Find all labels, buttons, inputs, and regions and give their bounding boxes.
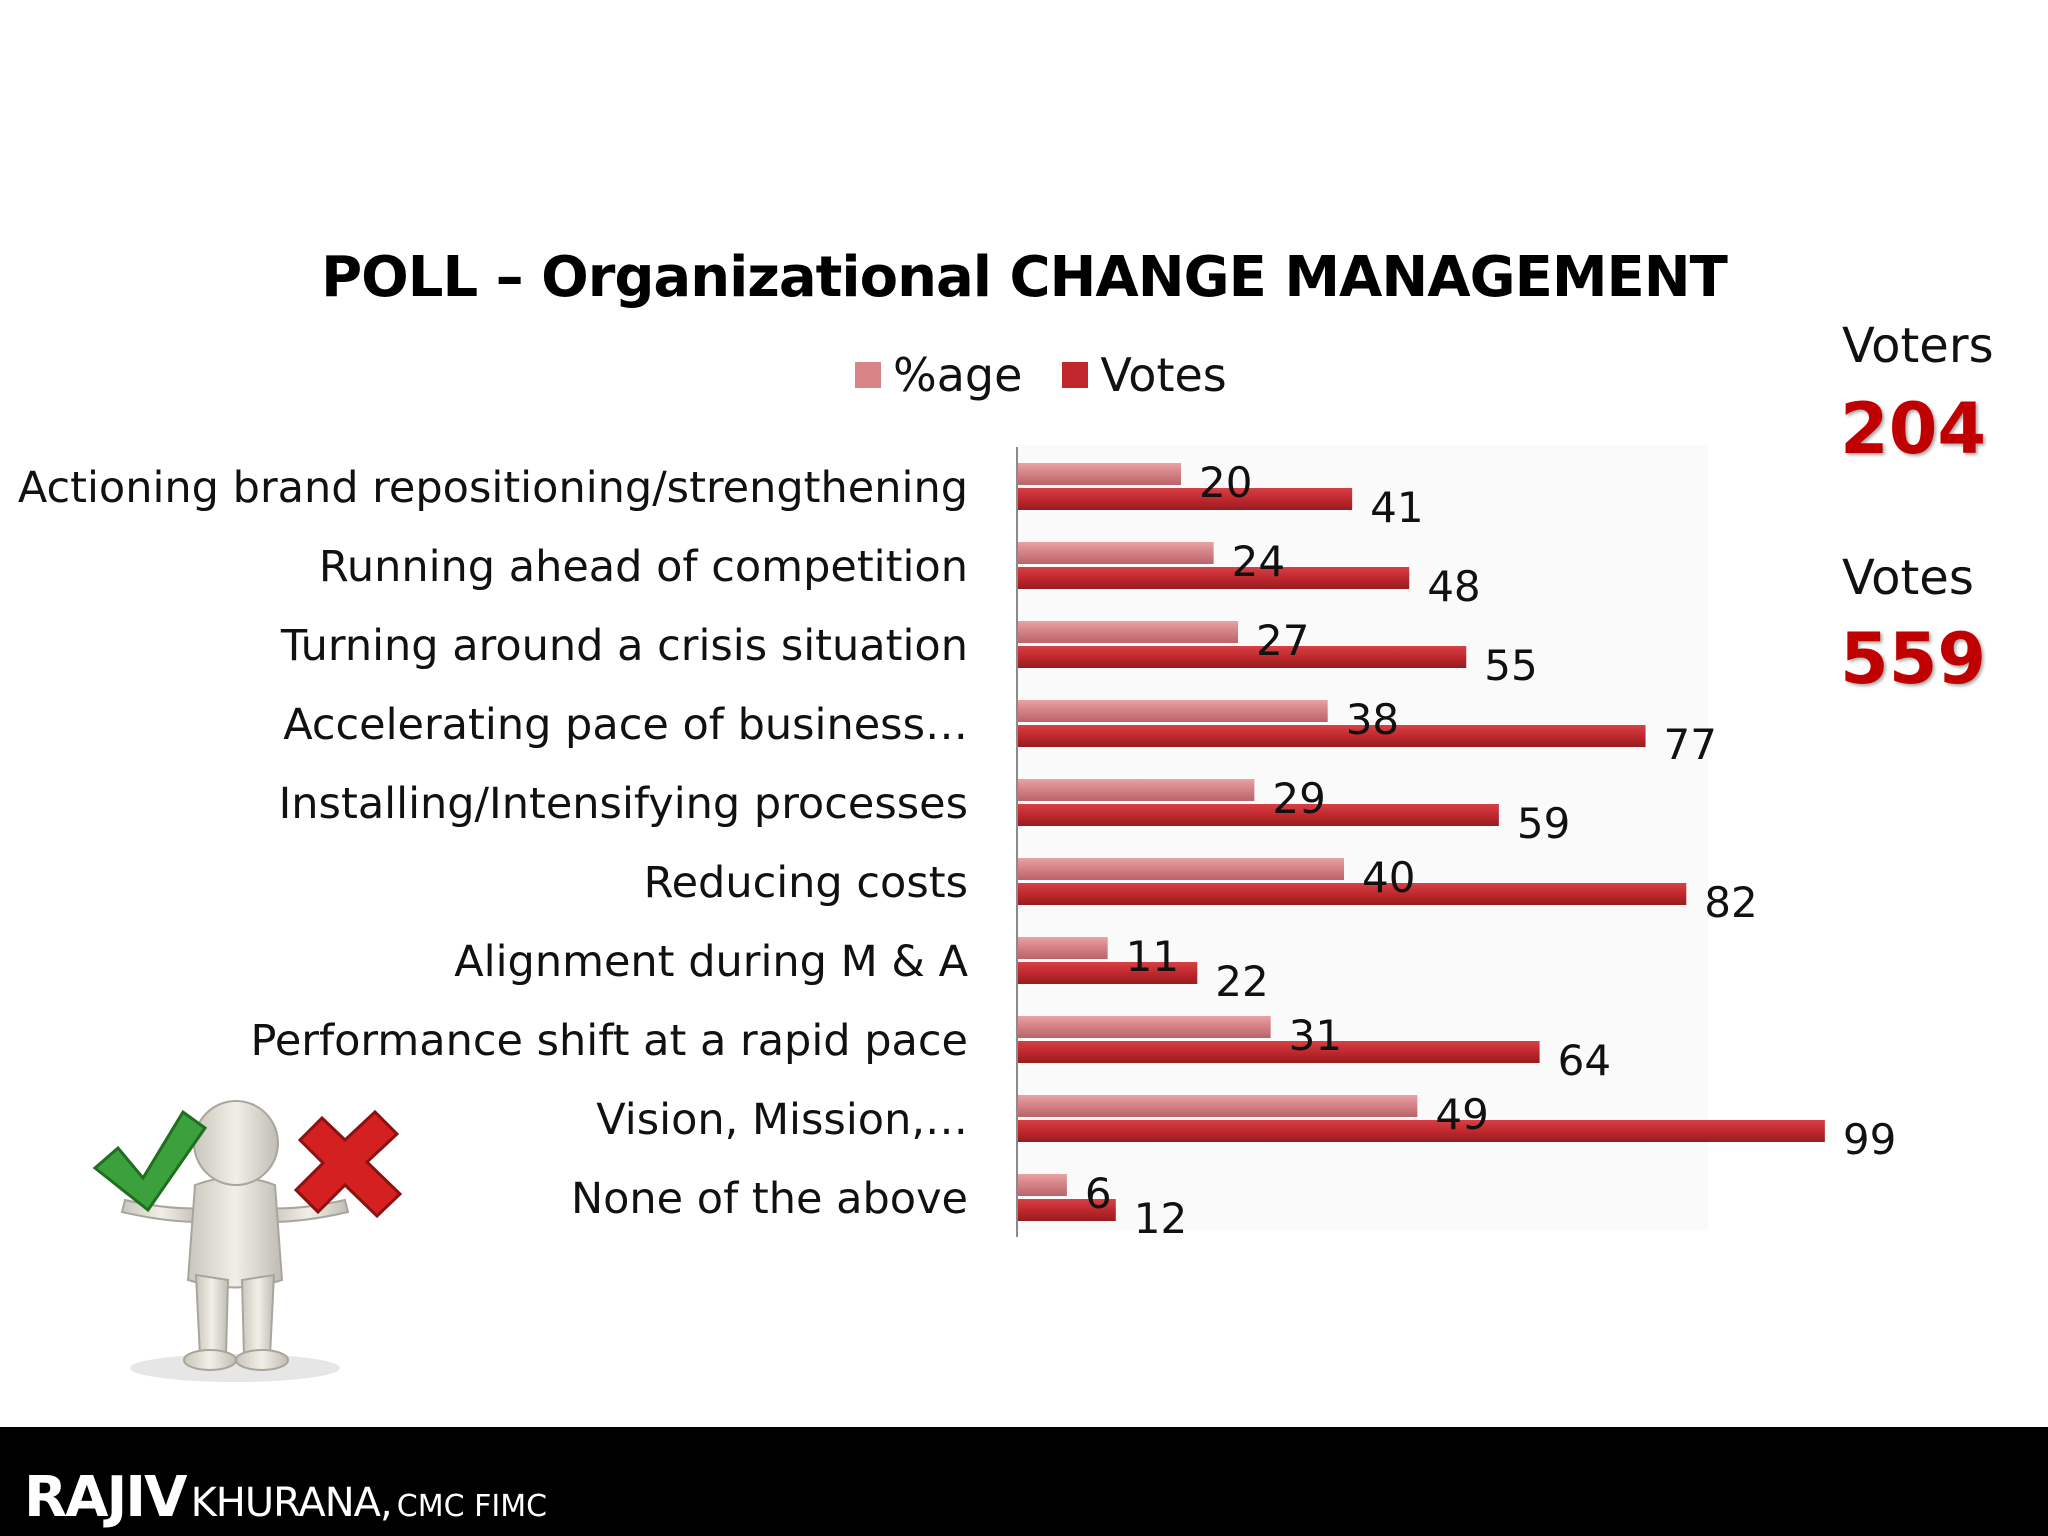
data-labels: 20 41 24 48 27 55 38 77 29 59 40 82 11 22 31 64 49 99 6 12 <box>1085 458 1896 1243</box>
votes-label: Votes <box>1842 550 1974 606</box>
bar-votes-7 <box>1018 1041 1540 1063</box>
data-label-pct-2: 27 <box>1256 616 1309 665</box>
bar-pct-6 <box>1018 937 1108 959</box>
legend-item-votes: Votes <box>1062 348 1227 402</box>
bar-votes-4 <box>1018 804 1499 826</box>
legend-item-percentage: %age <box>855 348 1022 402</box>
bar-votes-3 <box>1018 725 1646 747</box>
bar-votes-2 <box>1018 646 1467 668</box>
data-label-pct-8: 49 <box>1435 1090 1488 1139</box>
bar-votes-6 <box>1018 962 1198 984</box>
bar-pct-5 <box>1018 858 1344 880</box>
legend-label-votes: Votes <box>1100 348 1227 402</box>
data-label-pct-7: 31 <box>1289 1011 1342 1060</box>
legend-swatch-percentage <box>855 362 881 388</box>
chart-title: POLL – Organizational CHANGE MANAGEMENT <box>321 245 1728 310</box>
category-label-2: Turning around a crisis situation <box>280 621 968 671</box>
bar-pct-8 <box>1018 1095 1418 1117</box>
data-label-pct-3: 38 <box>1346 695 1399 744</box>
bar-pct-2 <box>1018 621 1239 643</box>
category-label-5: Reducing costs <box>644 858 968 908</box>
bar-votes-0 <box>1018 488 1353 510</box>
category-label-9: None of the above <box>571 1174 968 1224</box>
category-label-3: Accelerating pace of business… <box>283 700 968 750</box>
data-label-pct-6: 11 <box>1126 932 1179 981</box>
data-label-votes-5: 82 <box>1704 878 1757 927</box>
category-label-4: Installing/Intensifying processes <box>279 779 968 829</box>
data-label-votes-9: 12 <box>1134 1194 1187 1243</box>
data-label-votes-6: 22 <box>1215 957 1268 1006</box>
bar-votes-5 <box>1018 883 1687 905</box>
bar-pct-4 <box>1018 779 1255 801</box>
data-label-votes-7: 64 <box>1558 1036 1611 1085</box>
data-label-votes-3: 77 <box>1664 720 1717 769</box>
data-label-pct-1: 24 <box>1232 537 1285 586</box>
data-label-pct-0: 20 <box>1199 458 1252 507</box>
bar-votes-1 <box>1018 567 1410 589</box>
bar-pct-7 <box>1018 1016 1271 1038</box>
voters-count: 204 <box>1840 388 1987 470</box>
bar-pct-0 <box>1018 463 1181 485</box>
presenter-last-name: KHURANA, <box>190 1480 393 1526</box>
category-label-1: Running ahead of competition <box>319 542 968 592</box>
bar-votes-9 <box>1018 1199 1116 1221</box>
data-label-pct-4: 29 <box>1272 774 1325 823</box>
bar-votes-8 <box>1018 1120 1825 1142</box>
data-label-votes-8: 99 <box>1843 1115 1896 1164</box>
category-label-7: Performance shift at a rapid pace <box>250 1016 968 1066</box>
footer-bar: RAJIV KHURANA, CMC FIMC <box>0 1427 2048 1536</box>
legend-label-percentage: %age <box>893 348 1023 402</box>
category-label-6: Alignment during M & A <box>454 937 968 987</box>
bar-pct-9 <box>1018 1174 1067 1196</box>
chart-legend: %age Votes <box>855 348 1267 402</box>
data-label-votes-4: 59 <box>1517 799 1570 848</box>
bar-pct-1 <box>1018 542 1214 564</box>
presenter-first-name: RAJIV <box>24 1465 187 1530</box>
data-label-pct-5: 40 <box>1362 853 1415 902</box>
person-balancing-icon <box>120 1100 350 1382</box>
checkmark-icon <box>92 1109 208 1213</box>
bar-pct-3 <box>1018 700 1328 722</box>
category-axis-labels: Actioning brand repositioning/strengthen… <box>18 463 969 1224</box>
votes-count: 559 <box>1840 618 1987 700</box>
data-label-votes-1: 48 <box>1427 562 1480 611</box>
data-label-pct-9: 6 <box>1085 1169 1112 1218</box>
presenter-name: RAJIV KHURANA, CMC FIMC <box>24 1465 547 1530</box>
data-label-votes-2: 55 <box>1484 641 1537 690</box>
presenter-credentials: CMC FIMC <box>396 1489 548 1524</box>
cross-icon <box>293 1109 403 1219</box>
category-label-8: Vision, Mission,… <box>596 1095 968 1145</box>
legend-swatch-votes <box>1062 362 1089 388</box>
data-label-votes-0: 41 <box>1370 483 1423 532</box>
category-label-0: Actioning brand repositioning/strengthen… <box>18 463 968 513</box>
bars <box>1018 463 1825 1221</box>
voters-label: Voters <box>1842 318 1994 374</box>
